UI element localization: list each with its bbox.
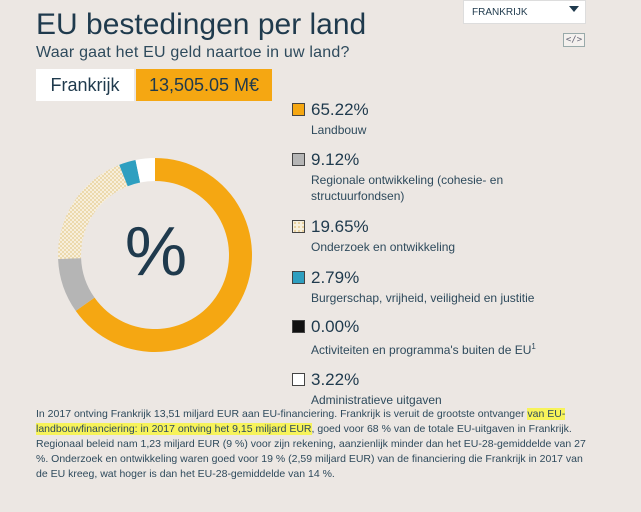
legend-label: Activiteiten en programma's buiten de EU…	[311, 342, 536, 357]
legend-percentage: 0.00%	[311, 317, 360, 336]
legend-percentage: 65.22%	[311, 100, 369, 119]
footnote-marker: 1	[531, 342, 536, 351]
legend-swatch	[292, 103, 305, 116]
legend-percentage: 3.22%	[311, 370, 360, 389]
donut-chart: %	[58, 158, 253, 352]
legend-label: Landbouw	[311, 123, 367, 137]
page-title: EU bestedingen per land	[36, 8, 367, 41]
donut-slice-3[interactable]	[58, 164, 128, 260]
legend-percentage: 2.79%	[311, 268, 360, 287]
donut-slice-4[interactable]	[119, 159, 141, 187]
legend-percentage: 9.12%	[311, 150, 360, 169]
legend-label: Administratieve uitgaven	[311, 393, 442, 407]
description-text: In 2017 ontving Frankrijk 13,51 miljard …	[36, 407, 596, 482]
embed-code-button[interactable]: </>	[563, 33, 585, 47]
chevron-down-icon	[569, 6, 579, 12]
amount-badge: 13,505.05 M€	[136, 69, 272, 101]
legend-swatch	[292, 373, 305, 386]
legend-swatch	[292, 220, 305, 233]
country-select[interactable]: FRANKRIJK	[463, 0, 586, 24]
legend-swatch	[292, 271, 305, 284]
legend-percentage: 19.65%	[311, 217, 369, 236]
donut-slice-6[interactable]	[135, 158, 155, 183]
country-select-value: FRANKRIJK	[472, 7, 528, 18]
legend-label: Onderzoek en ontwikkeling	[311, 240, 456, 254]
description-part-1: In 2017 ontving Frankrijk 13,51 miljard …	[36, 408, 525, 420]
donut-slice-2[interactable]	[58, 258, 95, 311]
legend-swatch	[292, 153, 305, 166]
country-label: Frankrijk	[36, 69, 134, 101]
legend-swatch	[292, 320, 305, 333]
legend-label: Burgerschap, vrijheid, veiligheid en jus…	[311, 291, 535, 305]
chart-center-label: %	[125, 212, 187, 290]
page-subtitle: Waar gaat het EU geld naartoe in uw land…	[36, 44, 350, 61]
description-part-2: , goed voor 68 % van de totale EU-uitgav…	[36, 423, 586, 480]
legend-label: Regionale ontwikkeling (cohesie- en stru…	[311, 173, 504, 203]
